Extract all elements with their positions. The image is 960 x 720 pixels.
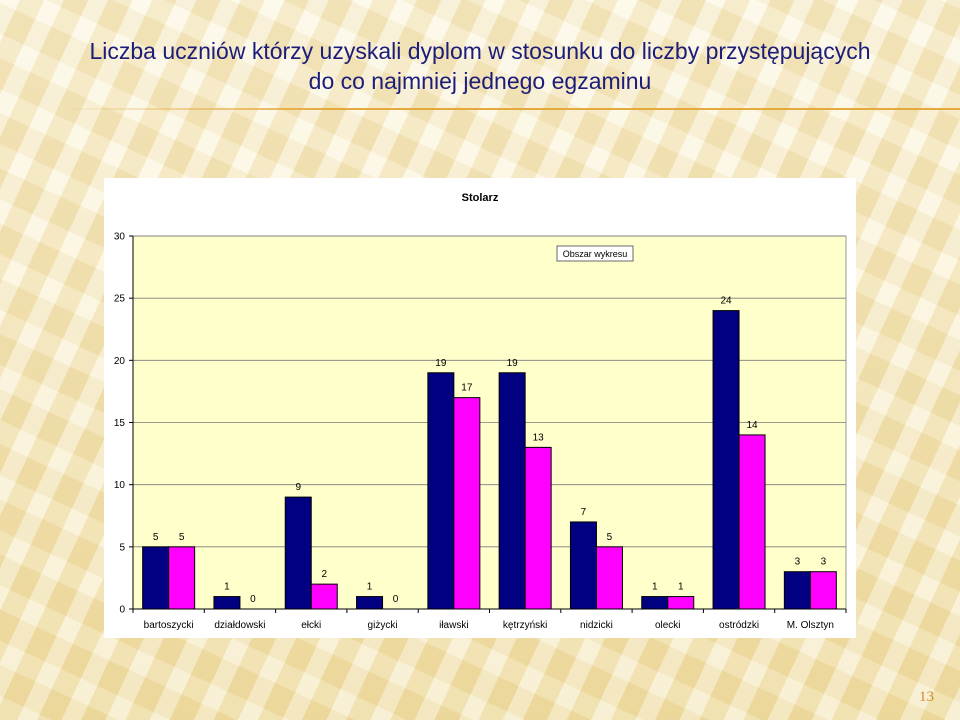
data-label-series1: 24 xyxy=(720,296,732,307)
y-tick-label: 25 xyxy=(114,294,126,305)
bar-series2 xyxy=(738,434,766,610)
data-label-series1: 1 xyxy=(367,582,373,593)
bar-series2 xyxy=(524,446,552,610)
title-divider xyxy=(60,108,960,110)
bar-series1 xyxy=(498,372,526,610)
y-tick-label: 30 xyxy=(114,232,126,243)
tooltip-box xyxy=(556,245,634,262)
data-label-series1: 7 xyxy=(581,507,587,518)
bar-series2 xyxy=(453,397,481,610)
y-tick-label: 10 xyxy=(114,480,126,491)
bar-series2 xyxy=(667,596,695,610)
data-label-series2: 0 xyxy=(393,594,399,605)
data-label-series2: 5 xyxy=(179,532,185,543)
slide-title-line2: do co najmniej jednego egzaminu xyxy=(308,68,652,94)
y-tick-label: 15 xyxy=(114,418,126,429)
bar-series1 xyxy=(142,546,170,610)
data-label-series1: 5 xyxy=(153,532,159,543)
bar-series2 xyxy=(595,546,623,610)
slide-title-line1: Liczba uczniów którzy uzyskali dyplom w … xyxy=(89,38,871,64)
data-label-series1: 19 xyxy=(435,358,447,369)
data-label-series1: 1 xyxy=(224,582,230,593)
y-tick-label: 0 xyxy=(119,605,125,616)
data-label-series1: 3 xyxy=(795,557,801,568)
x-tick-label: giżycki xyxy=(368,620,398,631)
chart-area-tooltip: Obszar wykresu xyxy=(556,245,634,262)
bar-series1 xyxy=(569,521,597,610)
x-tick-label: M. Olsztyn xyxy=(787,620,834,631)
y-tick-label: 20 xyxy=(114,356,126,367)
bar-series2 xyxy=(809,571,837,610)
x-tick-label: kętrzyński xyxy=(503,620,547,631)
data-label-series2: 2 xyxy=(321,569,327,580)
bar-series1 xyxy=(356,596,384,610)
data-label-series2: 5 xyxy=(607,532,613,543)
bar-series2 xyxy=(168,546,196,610)
tooltip-text: Obszar wykresu xyxy=(563,249,628,259)
data-label-series2: 1 xyxy=(678,582,684,593)
data-label-series1: 19 xyxy=(507,358,519,369)
chart-panel: Stolarz 0 5 10 15 20 25 30 bartoszycki 5 5 działdow… xyxy=(104,178,856,638)
data-label-series2: 14 xyxy=(746,420,758,431)
bar-series2 xyxy=(310,583,338,610)
bar-series1 xyxy=(641,596,669,610)
bar-series1 xyxy=(213,596,241,610)
data-label-series1: 1 xyxy=(652,582,658,593)
chart-title: Stolarz xyxy=(462,192,499,204)
x-tick-label: ełcki xyxy=(301,620,321,631)
x-tick-label: nidzicki xyxy=(580,620,613,631)
bar-series1 xyxy=(783,571,811,610)
x-tick-label: działdowski xyxy=(214,620,265,631)
data-label-series2: 17 xyxy=(461,383,473,394)
bar-series1 xyxy=(427,372,455,610)
slide-title: Liczba uczniów którzy uzyskali dyplom w … xyxy=(0,36,960,96)
page-number: 13 xyxy=(919,689,934,705)
x-tick-label: bartoszycki xyxy=(144,620,194,631)
data-label-series2: 0 xyxy=(250,594,256,605)
bar-series1 xyxy=(284,496,312,610)
data-label-series1: 9 xyxy=(295,482,301,493)
x-tick-label: ostródzki xyxy=(719,620,759,631)
data-label-series2: 3 xyxy=(821,557,827,568)
x-tick-label: iławski xyxy=(439,620,468,631)
y-tick-label: 5 xyxy=(119,542,125,553)
data-label-series2: 13 xyxy=(533,432,545,443)
bar-series1 xyxy=(712,310,740,610)
x-tick-label: olecki xyxy=(655,620,681,631)
